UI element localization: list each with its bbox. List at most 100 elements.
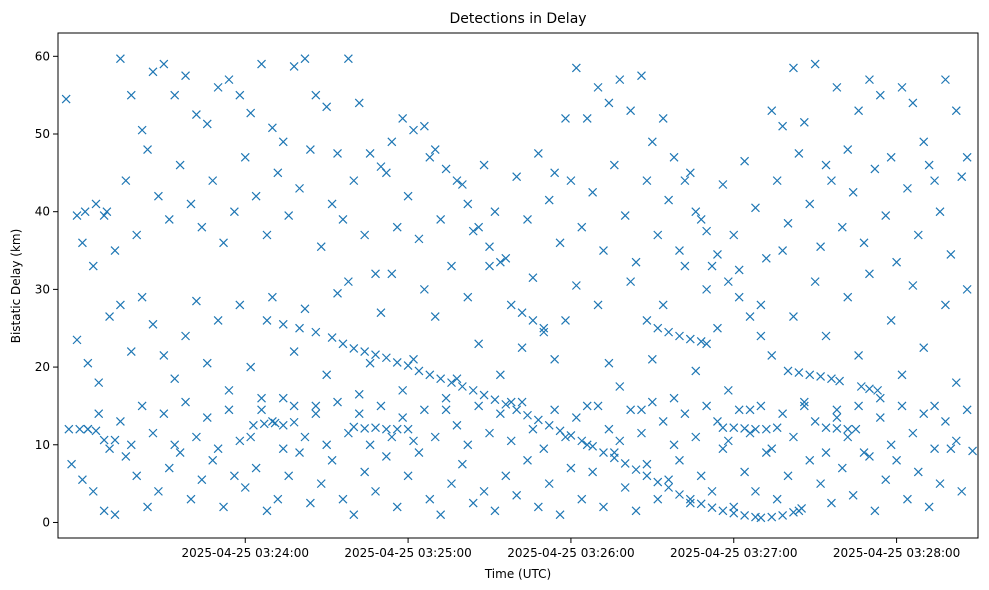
data-point	[555, 238, 565, 248]
data-point	[126, 347, 136, 356]
data-point	[669, 393, 679, 403]
data-point	[270, 418, 280, 428]
data-point	[360, 347, 370, 356]
data-point	[816, 371, 826, 381]
y-axis-title: Bistatic Delay (km)	[9, 229, 23, 344]
data-point	[83, 358, 93, 368]
data-point	[376, 308, 386, 318]
data-point	[886, 316, 896, 325]
data-point	[702, 226, 712, 236]
data-point	[615, 382, 625, 391]
data-point	[246, 362, 256, 372]
data-point	[213, 316, 223, 325]
data-point	[550, 354, 560, 364]
data-point	[533, 415, 543, 425]
data-point	[539, 327, 549, 337]
x-axis: 2025-04-25 03:24:00 2025-04-25 03:25:00 20…	[182, 538, 960, 560]
data-point	[685, 494, 695, 504]
x-tick-label: 2025-04-25 03:25:00	[344, 546, 471, 560]
data-point	[67, 459, 76, 469]
y-tick-label: 30	[35, 282, 50, 296]
data-point	[707, 503, 717, 513]
data-point	[653, 230, 663, 240]
data-point	[490, 395, 500, 405]
data-point	[642, 471, 652, 481]
data-point	[718, 506, 728, 516]
data-point	[246, 108, 256, 118]
data-point	[851, 424, 861, 434]
data-point	[80, 207, 90, 217]
data-point	[533, 148, 543, 158]
data-point	[816, 242, 826, 252]
data-point	[561, 432, 570, 442]
data-point	[675, 490, 684, 499]
data-point	[951, 106, 961, 116]
data-point	[436, 215, 446, 224]
data-point	[946, 444, 956, 454]
data-point	[88, 486, 98, 496]
data-point	[707, 486, 717, 496]
data-point	[843, 432, 853, 442]
data-point	[789, 432, 798, 442]
data-point	[897, 401, 907, 411]
data-point	[593, 300, 603, 310]
data-point	[794, 148, 804, 158]
data-point	[64, 424, 74, 434]
data-point	[170, 374, 180, 384]
data-point	[615, 75, 625, 85]
data-point	[873, 385, 883, 395]
data-point	[713, 249, 722, 259]
data-point	[381, 451, 391, 461]
data-point	[403, 424, 413, 434]
data-point	[148, 319, 158, 329]
data-point	[219, 238, 228, 248]
data-point	[723, 385, 733, 395]
data-point	[609, 160, 619, 170]
data-point	[78, 475, 87, 485]
data-point	[273, 494, 283, 504]
data-point	[756, 401, 766, 411]
data-point	[419, 405, 429, 415]
data-point	[240, 483, 250, 492]
data-point	[452, 374, 462, 384]
data-point	[224, 75, 234, 85]
data-point	[284, 471, 294, 481]
data-point	[316, 479, 326, 489]
data-point	[631, 506, 641, 516]
data-point	[392, 357, 402, 367]
data-point	[175, 160, 185, 170]
data-point	[354, 389, 364, 399]
data-point	[468, 498, 478, 508]
x-tick-label: 2025-04-25 03:26:00	[507, 546, 634, 560]
data-point	[219, 502, 228, 512]
data-point	[903, 183, 912, 193]
data-point	[88, 261, 98, 271]
data-point	[593, 401, 603, 411]
data-point	[159, 409, 169, 419]
data-point	[794, 368, 804, 377]
data-point	[832, 405, 842, 415]
data-point	[235, 436, 245, 446]
data-point	[848, 490, 858, 500]
data-point	[202, 358, 212, 368]
data-point	[810, 417, 820, 426]
data-point	[392, 502, 402, 512]
data-point	[821, 331, 831, 341]
data-point	[604, 98, 614, 108]
data-point	[371, 350, 380, 360]
data-point	[259, 419, 269, 429]
data-point	[870, 164, 880, 174]
data-point	[213, 444, 223, 454]
data-point	[821, 423, 831, 433]
data-point	[685, 498, 695, 508]
data-point	[935, 207, 945, 217]
data-point	[262, 506, 272, 516]
data-point	[452, 420, 462, 430]
data-point	[892, 257, 902, 267]
data-point	[875, 393, 885, 403]
data-point	[631, 257, 641, 267]
data-point	[778, 511, 788, 520]
x-axis-title: Time (UTC)	[484, 567, 551, 581]
data-point	[723, 436, 733, 446]
data-point	[523, 455, 532, 465]
